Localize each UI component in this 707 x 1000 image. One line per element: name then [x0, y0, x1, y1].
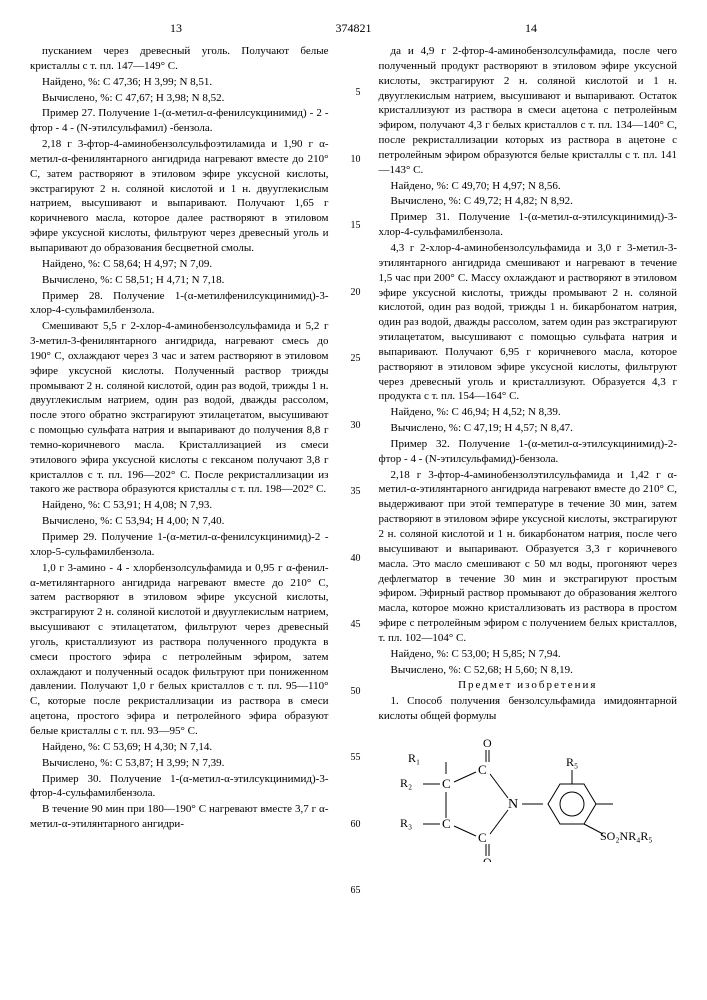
formula-label: R₁	[408, 751, 420, 765]
line-number: 10	[347, 153, 361, 167]
page-number-left: 13	[170, 20, 182, 36]
formula-so2: SO₂NR₄R₅	[600, 829, 653, 843]
text-columns: пусканием через древесный уголь. Получаю…	[30, 44, 677, 951]
paragraph: Найдено, %: С 58,64; Н 4,97; N 7,09.	[30, 257, 329, 272]
line-number: 30	[347, 419, 361, 433]
line-number: 25	[347, 352, 361, 366]
paragraph: Пример 30. Получение 1-(α-метил-α-этилсу…	[30, 772, 329, 802]
formula-c: C	[442, 816, 451, 831]
formula-label: R₂	[400, 776, 412, 790]
patent-number: 374821	[336, 20, 372, 36]
formula-n: N	[508, 797, 518, 812]
right-column: да и 4,9 г 2-фтор-4-аминобензолсульфамид…	[379, 44, 678, 951]
line-number: 45	[347, 618, 361, 632]
paragraph: Пример 27. Получение 1-(α-метил-α-фенилс…	[30, 106, 329, 136]
paragraph: Найдено, %: С 46,94; Н 4,52; N 8,39.	[379, 405, 678, 420]
paragraph: Найдено, %: С 53,00; Н 5,85; N 7,94.	[379, 647, 678, 662]
paragraph: В течение 90 мин при 180—190° С нагреваю…	[30, 802, 329, 832]
paragraph: Вычислено, %: С 53,94; Н 4,00; N 7,40.	[30, 514, 329, 529]
line-number: 50	[347, 685, 361, 699]
line-number: 40	[347, 552, 361, 566]
section-heading: Предмет изобретения	[379, 678, 678, 693]
paragraph: Вычислено, %: С 52,68; Н 5,60; N 8,19.	[379, 663, 678, 678]
formula-c: C	[478, 830, 487, 845]
paragraph: Вычислено, %: С 49,72; Н 4,82; N 8,92.	[379, 194, 678, 209]
paragraph: 1,0 г 3-амино - 4 - хлорбензолсульфамида…	[30, 561, 329, 739]
line-number: 20	[347, 286, 361, 300]
paragraph: Вычислено, %: С 53,87; Н 3,99; N 7,39.	[30, 756, 329, 771]
formula-label: R₅	[566, 755, 578, 769]
paragraph: Найдено, %: С 53,69; Н 4,30; N 7,14.	[30, 740, 329, 755]
left-column: пусканием через древесный уголь. Получаю…	[30, 44, 329, 951]
paragraph: Пример 29. Получение 1-(α-метил-α-фенилс…	[30, 530, 329, 560]
line-number: 65	[347, 884, 361, 898]
paragraph: 2,18 г 3-фтор-4-аминобензолсульфоэтилами…	[30, 137, 329, 256]
line-number-gutter: 5 10 15 20 25 30 35 40 45 50 55 60 65	[347, 44, 361, 951]
page-header: 13 374821 14	[30, 20, 677, 36]
formula-o: O	[483, 736, 492, 750]
paragraph: Найдено, %: С 49,70; Н 4,97; N 8,56.	[379, 179, 678, 194]
paragraph: да и 4,9 г 2-фтор-4-аминобензолсульфамид…	[379, 44, 678, 178]
line-number: 55	[347, 751, 361, 765]
paragraph: Пример 28. Получение 1-(α-метилфенилсукц…	[30, 289, 329, 319]
paragraph: Пример 31. Получение 1-(α-метил-α-этилсу…	[379, 210, 678, 240]
line-number: 60	[347, 818, 361, 832]
paragraph: Вычислено, %: С 47,19; Н 4,57; N 8,47.	[379, 421, 678, 436]
formula-svg: R₁ R₂ R₃ C C C O C O	[398, 732, 658, 862]
paragraph: Вычислено, %: С 58,51; Н 4,71; N 7,18.	[30, 273, 329, 288]
paragraph: Вычислено, %: С 47,67; Н 3,98; N 8,52.	[30, 91, 329, 106]
paragraph: 4,3 г 2-хлор-4-аминобензолсульфамида и 3…	[379, 241, 678, 404]
chemical-formula: R₁ R₂ R₃ C C C O C O	[379, 732, 678, 867]
line-number: 35	[347, 485, 361, 499]
paragraph: Смешивают 5,5 г 2-хлор-4-аминобензолсуль…	[30, 319, 329, 497]
paragraph: 2,18 г 3-фтор-4-аминобензолэтилсульфамид…	[379, 468, 678, 646]
page-number-right: 14	[525, 20, 537, 36]
claim-text: 1. Способ получения бензолсульфамида ими…	[379, 694, 678, 724]
paragraph: Пример 32. Получение 1-(α-метил-α-этилсу…	[379, 437, 678, 467]
formula-c: C	[442, 776, 451, 791]
formula-o: O	[483, 855, 492, 862]
paragraph: пусканием через древесный уголь. Получаю…	[30, 44, 329, 74]
formula-label: R₃	[400, 816, 412, 830]
line-number: 15	[347, 219, 361, 233]
paragraph: Найдено, %: С 47,36; Н 3,99; N 8,51.	[30, 75, 329, 90]
formula-c: C	[478, 762, 487, 777]
line-number: 5	[347, 86, 361, 100]
paragraph: Найдено, %: С 53,91; Н 4,08; N 7,93.	[30, 498, 329, 513]
